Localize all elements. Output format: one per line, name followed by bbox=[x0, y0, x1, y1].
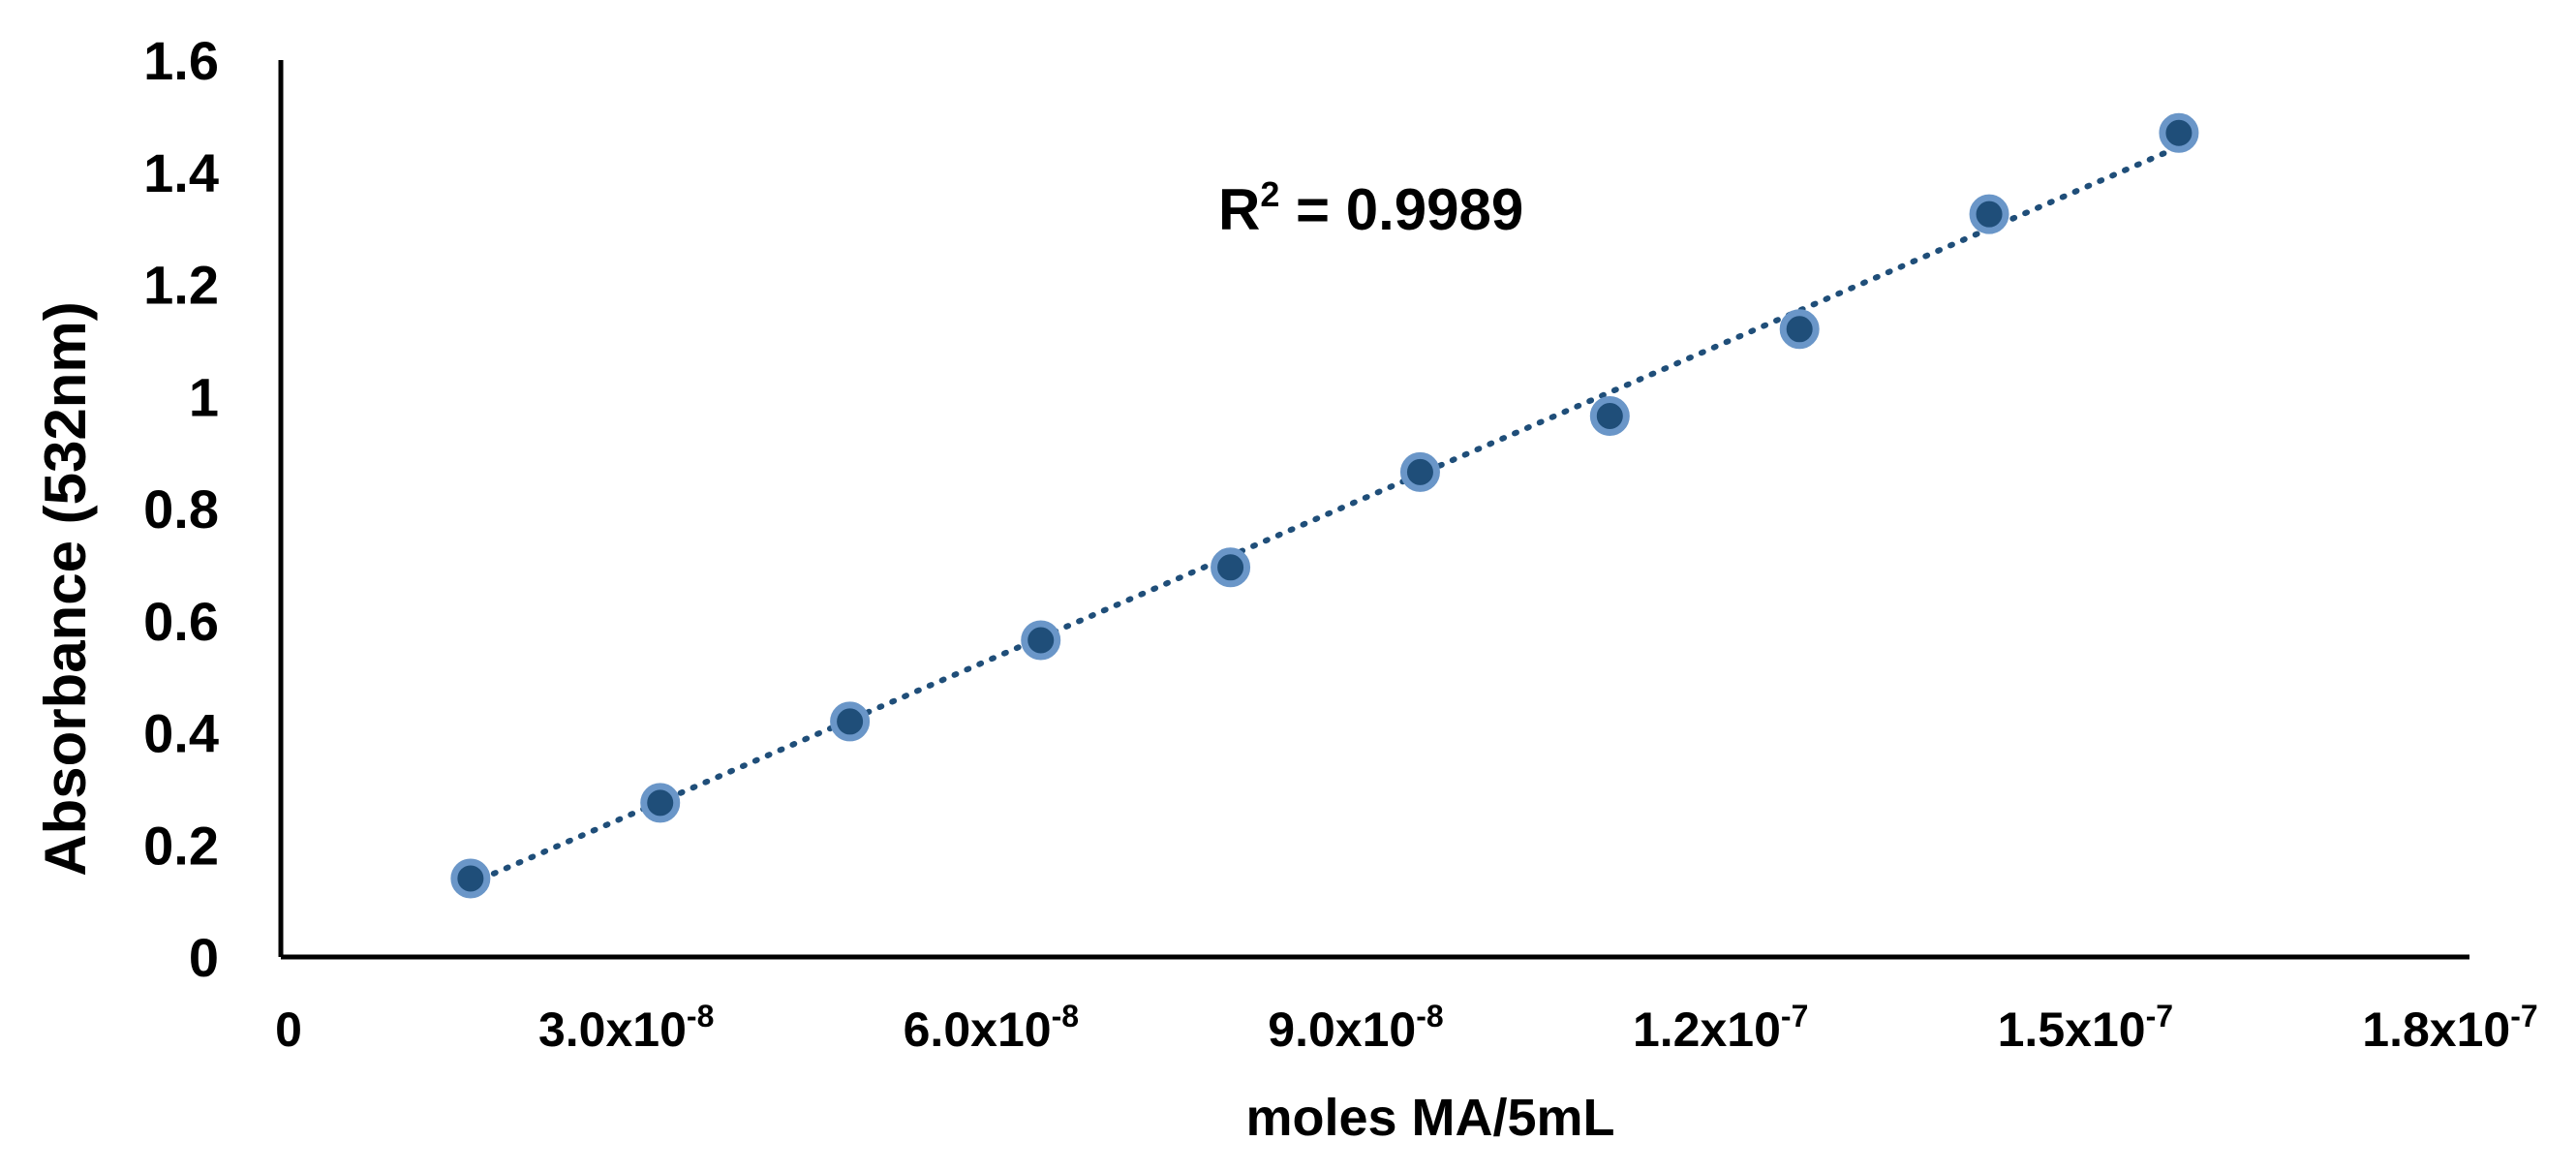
y-tick-labels: 0 0.2 0.4 0.6 0.8 1 1.2 1.4 1.6 bbox=[143, 30, 219, 988]
x-tick-mantissa: 1.2x10 bbox=[1633, 1002, 1781, 1057]
x-tick-label: 6.0x10-8 bbox=[904, 999, 1079, 1057]
trendline-group bbox=[490, 143, 2182, 877]
r-squared-superscript: 2 bbox=[1260, 174, 1279, 214]
x-tick-mantissa: 0 bbox=[275, 1002, 302, 1057]
x-tick-mantissa: 3.0x10 bbox=[538, 1002, 687, 1057]
x-tick-label: 1.5x10-7 bbox=[1998, 999, 2173, 1057]
x-tick-label: 1.2x10-7 bbox=[1633, 999, 1808, 1057]
r-squared-prefix: R bbox=[1218, 177, 1260, 242]
x-tick-label: 0 bbox=[275, 1002, 302, 1057]
x-tick-label: 9.0x10-8 bbox=[1268, 999, 1443, 1057]
x-tick-label: 3.0x10-8 bbox=[538, 999, 714, 1057]
x-tick-exponent: -8 bbox=[687, 999, 714, 1033]
y-tick-label: 1.6 bbox=[143, 30, 219, 91]
x-tick-exponent: -8 bbox=[1052, 999, 1079, 1033]
data-point bbox=[1399, 451, 1440, 492]
y-tick-label: 0.4 bbox=[143, 703, 219, 764]
data-point bbox=[1589, 396, 1630, 437]
x-tick-exponent: -8 bbox=[1416, 999, 1443, 1033]
y-axis-title: Absorbance (532nm) bbox=[33, 301, 98, 877]
data-point bbox=[640, 783, 681, 823]
x-tick-labels: 0 3.0x10-8 6.0x10-8 9.0x10-8 1.2x10-7 1.5x10-… bbox=[275, 999, 2538, 1057]
r-squared-value: = 0.9989 bbox=[1279, 177, 1523, 242]
y-tick-label: 1 bbox=[189, 366, 219, 427]
x-tick-label: 1.8x10-7 bbox=[2362, 999, 2537, 1057]
y-tick-label: 0.8 bbox=[143, 478, 219, 540]
data-points bbox=[450, 112, 2199, 899]
trendline bbox=[490, 143, 2182, 877]
data-point bbox=[1969, 194, 2009, 234]
data-point bbox=[1211, 547, 1251, 588]
x-tick-mantissa: 1.8x10 bbox=[2362, 1002, 2510, 1057]
x-tick-mantissa: 1.5x10 bbox=[1998, 1002, 2146, 1057]
y-tick-label: 0.2 bbox=[143, 815, 219, 876]
x-tick-exponent: -7 bbox=[2510, 999, 2537, 1033]
x-tick-exponent: -7 bbox=[2146, 999, 2173, 1033]
y-tick-label: 0 bbox=[189, 927, 219, 988]
data-point bbox=[1021, 620, 1061, 661]
data-point bbox=[1779, 309, 1820, 350]
data-point bbox=[450, 858, 491, 899]
x-axis-title: moles MA/5mL bbox=[1245, 1089, 1614, 1147]
x-tick-mantissa: 6.0x10 bbox=[904, 1002, 1052, 1057]
x-tick-exponent: -7 bbox=[1781, 999, 1808, 1033]
y-tick-label: 1.2 bbox=[143, 255, 219, 316]
axes bbox=[278, 60, 2469, 960]
data-point bbox=[2159, 112, 2199, 153]
y-tick-label: 0.6 bbox=[143, 591, 219, 652]
r-squared-annotation: R2 = 0.9989 bbox=[1218, 174, 1523, 242]
y-tick-label: 1.4 bbox=[143, 142, 219, 203]
x-tick-mantissa: 9.0x10 bbox=[1268, 1002, 1416, 1057]
data-point bbox=[830, 701, 871, 742]
